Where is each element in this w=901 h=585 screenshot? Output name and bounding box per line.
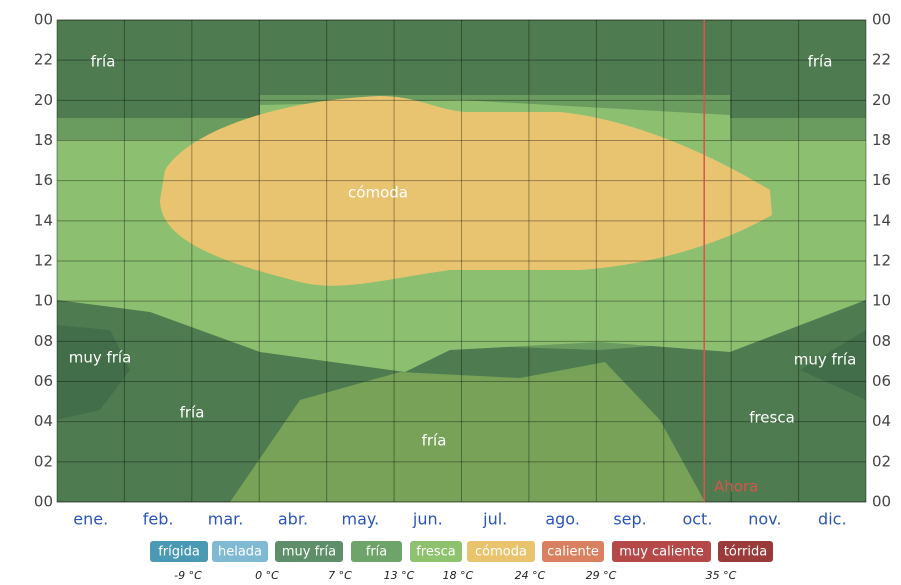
legend-label: caliente	[547, 545, 599, 560]
x-tick-label: may.	[342, 510, 380, 529]
region-label: muy fría	[69, 349, 132, 367]
x-tick-label: mar.	[208, 510, 244, 529]
threshold-label: -9 °C	[174, 569, 202, 582]
legend-label: muy fría	[282, 545, 336, 560]
legend-swatch	[351, 541, 402, 562]
x-tick-label: oct.	[682, 510, 712, 529]
legend-label: cómoda	[475, 545, 527, 560]
region-label: fresca	[749, 409, 795, 427]
y-tick-label-right: 22	[872, 51, 891, 69]
legend-label: fresca	[416, 545, 456, 560]
very-cold-area	[800, 330, 866, 400]
x-tick-label: abr.	[278, 510, 308, 529]
region-label: cómoda	[348, 184, 408, 202]
y-tick-label-right: 06	[872, 372, 891, 390]
x-tick-label: feb.	[143, 510, 174, 529]
threshold-label: 35 °C	[706, 569, 737, 582]
region-label: fría	[422, 432, 447, 450]
y-tick-label-right: 00	[872, 11, 891, 29]
legend-swatch	[467, 541, 535, 562]
y-tick-label: 10	[34, 292, 53, 310]
y-tick-label: 02	[34, 452, 53, 470]
threshold-label: 13 °C	[384, 569, 415, 582]
y-tick-label: 18	[34, 131, 53, 149]
y-tick-label-right: 12	[872, 252, 891, 270]
y-tick-label-right: 00	[872, 493, 891, 511]
legend-swatch	[275, 541, 343, 562]
threshold-label: 7 °C	[328, 569, 352, 582]
very-cold-area	[57, 325, 130, 420]
y-tick-label: 16	[34, 171, 53, 189]
legend-label: frígida	[158, 545, 200, 560]
region-label: fría	[808, 53, 833, 71]
grid	[56, 19, 867, 503]
x-tick-label: dic.	[818, 510, 846, 529]
y-tick-label: 08	[34, 332, 53, 350]
region-label: muy fría	[794, 351, 857, 369]
comfort-area	[160, 96, 772, 286]
y-tick-label-right: 02	[872, 452, 891, 470]
legend-swatch	[718, 541, 773, 562]
y-tick-label-right: 16	[872, 171, 891, 189]
x-tick-label: ago.	[545, 510, 580, 529]
x-tick-label: nov.	[748, 510, 781, 529]
y-tick-label: 06	[34, 372, 53, 390]
y-tick-label: 04	[34, 412, 53, 430]
legend-label: tórrida	[724, 545, 767, 560]
legend-swatch	[410, 541, 462, 562]
plot-frame	[56, 19, 867, 503]
y-tick-label-right: 18	[872, 131, 891, 149]
x-tick-label: jun.	[412, 510, 443, 529]
threshold-label: 24 °C	[515, 569, 546, 582]
fresh-hill	[230, 362, 705, 502]
y-tick-label-right: 10	[872, 292, 891, 310]
threshold-label: 18 °C	[443, 569, 474, 582]
region-label: fría	[91, 53, 116, 71]
y-tick-label-right: 08	[872, 332, 891, 350]
y-tick-label: 20	[34, 91, 53, 109]
y-tick-label-right: 20	[872, 91, 891, 109]
x-tick-label: jul.	[482, 510, 507, 529]
region-label: fría	[180, 404, 205, 422]
threshold-label: 29 °C	[586, 569, 617, 582]
x-tick-label: ene.	[73, 510, 108, 529]
y-tick-label: 00	[34, 493, 53, 511]
x-tick-label: sep.	[613, 510, 646, 529]
y-tick-label: 00	[34, 11, 53, 29]
y-tick-label: 12	[34, 252, 53, 270]
legend-swatch	[542, 541, 604, 562]
y-tick-label: 14	[34, 211, 53, 229]
legend-swatch	[612, 541, 711, 562]
y-tick-label: 22	[34, 51, 53, 69]
legend-label: helada	[218, 545, 262, 560]
y-tick-label-right: 04	[872, 412, 891, 430]
plot-area	[57, 20, 866, 502]
legend-label: fría	[366, 545, 388, 560]
legend-swatch	[212, 541, 268, 562]
legend-swatch	[150, 541, 208, 562]
legend-label: muy caliente	[619, 545, 703, 560]
threshold-label: 0 °C	[255, 569, 279, 582]
now-label: Ahora	[714, 478, 758, 496]
y-tick-label-right: 14	[872, 211, 891, 229]
